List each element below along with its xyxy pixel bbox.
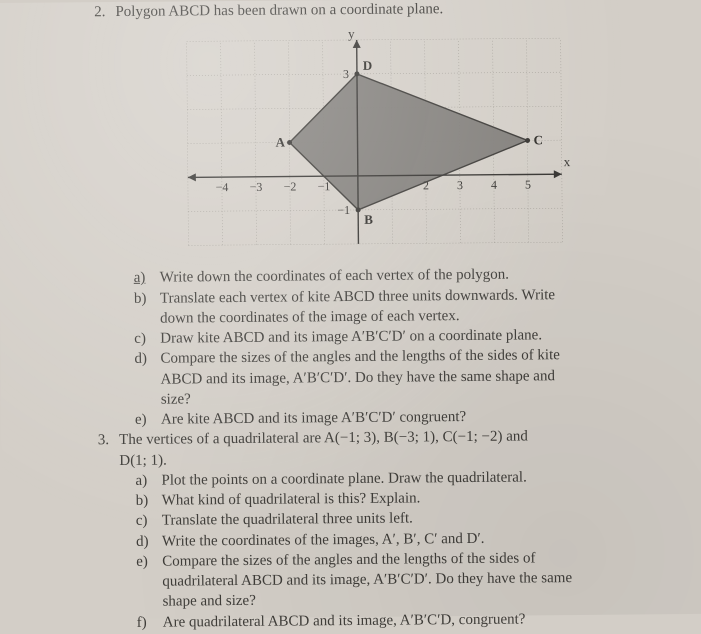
q3-f-letter: f)	[137, 612, 163, 632]
svg-text:A: A	[275, 135, 285, 150]
q3-c-letter: c)	[136, 511, 162, 531]
worksheet-page: 2. Polygon ABCD has been drawn on a coor…	[0, 0, 701, 620]
svg-text:2: 2	[422, 179, 428, 193]
svg-text:B: B	[364, 212, 373, 227]
svg-text:−3: −3	[249, 180, 262, 194]
q2-prompt: Polygon ABCD has been drawn on a coordin…	[115, 0, 658, 22]
q3-f-text: Are quadrilateral ABCD and its image, A′…	[163, 608, 664, 633]
q3-e-letter: e)	[136, 551, 162, 571]
svg-text:C: C	[533, 133, 543, 148]
svg-text:5: 5	[524, 178, 530, 192]
svg-text:4: 4	[490, 178, 496, 192]
diagram-container: −4 −3 −2 −1 2 3 4 5 3 −1 x y A B C D	[88, 24, 661, 261]
svg-text:−2: −2	[283, 180, 296, 194]
svg-text:x: x	[563, 154, 570, 169]
q2-b-letter: b)	[134, 288, 160, 308]
q3-f: f) Are quadrilateral ABCD and its image,…	[93, 608, 664, 633]
svg-text:−1: −1	[337, 203, 350, 217]
svg-text:D: D	[362, 58, 372, 73]
polygon-diagram: −4 −3 −2 −1 2 3 4 5 3 −1 x y A B C D	[172, 24, 576, 259]
svg-text:−4: −4	[215, 180, 228, 194]
svg-text:y: y	[348, 26, 355, 41]
q2-d-letter: d)	[134, 349, 160, 369]
q2-a-letter: a)	[134, 268, 160, 288]
svg-text:3: 3	[342, 67, 348, 81]
q2-header: 2. Polygon ABCD has been drawn on a coor…	[87, 0, 658, 23]
q2-number: 2.	[87, 2, 115, 22]
svg-text:3: 3	[456, 178, 462, 192]
q3-b-letter: b)	[136, 491, 162, 511]
q3-number: 3.	[91, 430, 119, 450]
q3-d-letter: d)	[136, 531, 162, 551]
svg-text:−1: −1	[317, 179, 330, 193]
q2-e-letter: e)	[135, 410, 161, 430]
q2-c-letter: c)	[134, 329, 160, 349]
q3-a-letter: a)	[135, 470, 161, 490]
